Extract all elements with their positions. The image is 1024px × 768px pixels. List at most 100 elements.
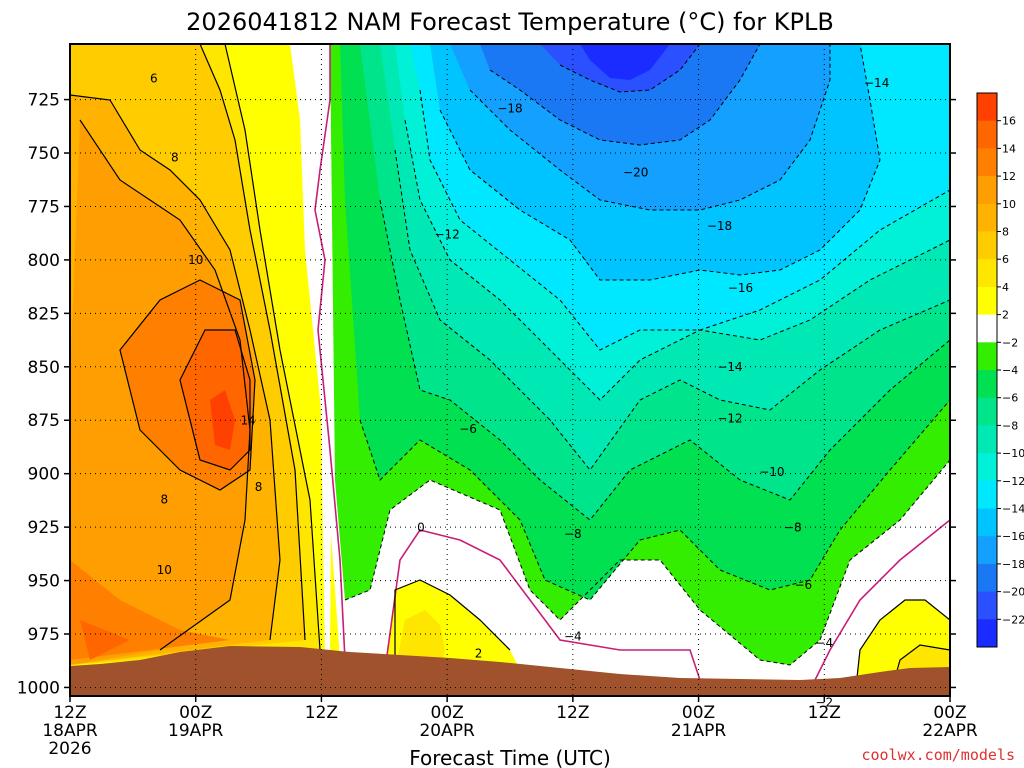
colorbar-swatch [977,563,997,593]
x-tick-label: 12Z [808,703,841,723]
colorbar-swatch [977,176,997,205]
colorbar-swatch [977,425,997,454]
colorbar-swatch [977,314,997,343]
y-tick-label: 900 [28,465,60,485]
colorbar-swatch [977,259,997,288]
colorbar-swatch [977,619,997,648]
colorbar-label: −2 [1002,336,1018,349]
contour-field [70,44,950,696]
terrain [70,646,950,696]
y-tick-label: 750 [28,144,60,164]
contour-label: −4 [815,636,833,650]
colorbar-swatch [977,536,997,565]
gridlines [69,44,951,696]
contour-label: 8 [160,493,168,507]
contour-label: −8 [784,520,802,534]
colorbar-swatch [977,203,997,232]
contour-label: 14 [240,414,255,428]
y-axis: 725 750 775 800 825 850 875 900 925 950 975 1000 [17,91,956,698]
colorbar-swatch [977,453,997,482]
contour-label: −2 [815,696,833,710]
colorbar-label: −20 [1002,586,1024,599]
x-tick-label: 20APR [419,721,475,741]
x-axis-label: Forecast Time (UTC) [409,746,611,768]
credit-link[interactable]: coolwx.com/models [861,746,1015,764]
contour-label: 6 [150,71,158,85]
contour-label: −18 [497,101,522,115]
x-tick-label: 12Z [556,703,589,723]
warm-contours [70,44,321,651]
colorbar-label: 4 [1002,281,1009,294]
contour-label: −6 [459,422,477,436]
contour-label: −14 [864,76,889,90]
x-tick-label: 22APR [922,721,978,741]
chart-title: 2026041812 NAM Forecast Temperature (°C)… [186,8,834,36]
y-tick-label: 800 [28,251,60,271]
x-tick-label: 00Z [431,703,464,723]
contour-label: 10 [157,563,172,577]
contour-label: −12 [717,411,742,425]
colorbar-label: 16 [1002,115,1016,128]
y-tick-label: 825 [28,304,60,324]
x-tick-label: 18APR [42,721,98,741]
contour-label: 8 [171,151,179,165]
colorbar-label: −14 [1002,503,1024,516]
contour-label: −4 [564,629,582,643]
cold-region-22 [580,44,670,80]
colorbar-label: −22 [1002,613,1024,626]
contour-label: 2 [475,647,483,661]
x-tick-label: 21APR [671,721,727,741]
y-tick-label: 850 [28,358,60,378]
colorbar-label: 12 [1002,170,1016,183]
contour-label: −18 [707,219,732,233]
colorbar-label: 6 [1002,253,1009,266]
y-tick-label: 775 [28,197,60,217]
colorbar-swatch [977,480,997,509]
colorbar-swatch [977,120,997,149]
colorbar-label: 8 [1002,226,1009,239]
colorbar-swatch [977,286,997,316]
colorbar-swatch [977,591,997,620]
warm-region-16 [210,390,235,450]
contour-label: −16 [728,281,753,295]
contour-label: −8 [564,527,582,541]
colorbar-swatch [977,342,997,371]
y-tick-label: 975 [28,625,60,645]
contour-label: −10 [759,465,784,479]
warm-pocket-mid-4 [395,610,445,670]
x-tick-label: 12Z [305,703,338,723]
colorbar-swatch [977,231,997,260]
contour-label: −20 [623,166,648,180]
colorbar-swatch [977,397,997,426]
colorbar-label: 2 [1002,309,1009,322]
x-tick-label: 00Z [179,703,212,723]
x-tick-label: 2026 [48,739,91,759]
y-tick-label: 725 [28,91,60,111]
x-tick-label: 00Z [933,703,966,723]
colorbar-label: −16 [1002,530,1024,543]
x-tick-label: 12Z [53,703,86,723]
x-tick-label: 19APR [168,721,224,741]
colorbar-label: 14 [1002,142,1016,155]
colorbar-swatch [977,508,997,537]
warm-region-14b [80,620,130,660]
contour-label: 8 [255,480,263,494]
colorbar: 16 14 12 10 8 6 4 2 −2 −4 −6 −8 −10 −12 −14 −16 −18 −20 −2… [976,92,1024,648]
y-tick-label: 925 [28,518,60,538]
colorbar-swatch [977,370,997,399]
cold-region-18 [480,44,760,145]
freezing-gap [315,44,345,660]
colorbar-label: −4 [1002,364,1018,377]
cold-contours [344,44,950,666]
colorbar-label: −10 [1002,447,1024,460]
colorbar-swatch [977,93,997,122]
contour-label: −6 [794,578,812,592]
y-tick-label: 950 [28,572,60,592]
colorbar-swatch [977,148,997,177]
colorbar-label: −6 [1002,392,1018,405]
colorbar-label: −12 [1002,475,1024,488]
y-tick-label: 875 [28,411,60,431]
colorbar-label: 10 [1002,198,1016,211]
